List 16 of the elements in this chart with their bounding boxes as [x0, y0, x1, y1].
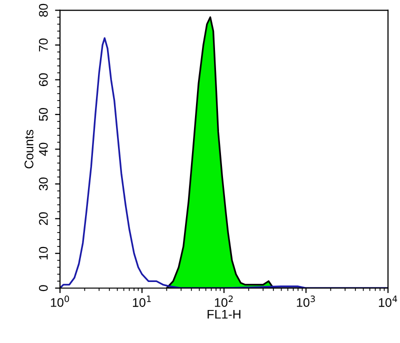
x-tick-label: 10$^{1}$	[132, 296, 151, 307]
x-axis-title: FL1-H	[208, 310, 240, 319]
y-tick-label: 30	[38, 177, 48, 190]
y-tick-label: 40	[38, 142, 48, 156]
y-tick-label: 50	[38, 108, 48, 121]
y-tick-label: 0	[38, 285, 48, 292]
y-tick-label: 10	[38, 246, 48, 260]
y-tick-label: 70	[38, 38, 48, 52]
x-tick-label: 10$^{4}$	[378, 296, 398, 307]
y-tick-label: 60	[38, 73, 48, 86]
y-axis-title: Counts	[24, 130, 34, 168]
x-tick-label: 10$^{3}$	[296, 296, 315, 307]
y-tick-label: 80	[38, 4, 48, 17]
x-tick-label: 10$^{0}$	[50, 296, 70, 307]
x-tick-label: 10$^{2}$	[214, 296, 233, 307]
y-tick-label: 20	[38, 212, 48, 225]
